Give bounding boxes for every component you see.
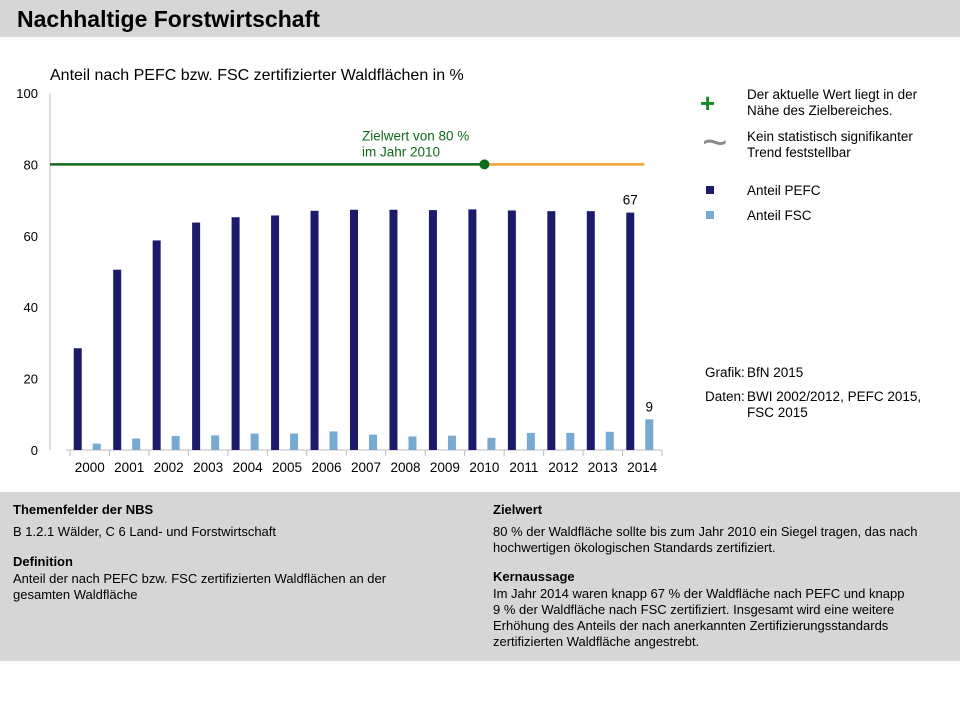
x-tick-label-2013: 2013 [588,460,618,475]
y-tick-label-5: 100 [16,86,38,101]
bars [73,209,654,450]
x-tick-label-2004: 2004 [233,460,264,475]
legend-pefc-label: Anteil PEFC [747,183,821,198]
x-tick-label-2003: 2003 [193,460,223,475]
y-tick-label-3: 60 [24,229,38,244]
bar-fsc-2006 [329,431,338,450]
bar-pefc-2001 [113,269,122,450]
bar-fsc-2002 [171,436,180,450]
data-label-pefc-2014: 67 [623,193,638,208]
bar-pefc-2009 [428,210,437,450]
kernaussage-text-2: 9 % der Waldfläche nach FSC zertifiziert… [493,602,895,617]
tilde-icon: ~ [702,118,728,167]
source-grafik-value: BfN 2015 [747,365,804,380]
legend-plus-text-2: Nähe des Zielbereiches. [747,103,893,118]
source-daten-value-1: BWI 2002/2012, PEFC 2015, [747,389,922,404]
bar-fsc-2008 [408,436,417,450]
bar-fsc-2000 [92,443,101,450]
legend-pefc-swatch [706,186,714,194]
source-daten-label: Daten: [705,389,745,404]
x-tick-label-2014: 2014 [627,460,658,475]
bar-pefc-2007 [350,209,358,450]
x-tick-label-2002: 2002 [154,460,184,475]
legend-fsc-label: Anteil FSC [747,208,812,223]
zielwert-text-2: hochwertigen ökologischen Standards zert… [493,540,776,555]
bar-fsc-2005 [290,433,299,450]
bar-fsc-2010 [487,437,496,450]
themen-heading: Themenfelder der NBS [13,502,154,517]
bar-pefc-2011 [507,210,516,450]
bar-fsc-2012 [566,432,575,450]
kernaussage-text-4: zertifizierten Waldfläche angestrebt. [493,634,700,649]
bar-pefc-2008 [389,209,398,450]
zielwert-heading: Zielwert [493,502,543,517]
definition-heading: Definition [13,554,73,569]
page-title: Nachhaltige Forstwirtschaft [17,6,320,32]
y-tick-label-2: 40 [24,300,38,315]
source-grafik-label: Grafik: [705,365,745,380]
x-tick-label-2009: 2009 [430,460,460,475]
y-tick-label-4: 80 [24,157,38,172]
bar-pefc-2014 [626,212,635,450]
bar-fsc-2007 [369,434,377,450]
x-axis: 2000 2001 2002 2003 2004 2005 2006 2007 2008 2009… [66,449,663,475]
bar-pefc-2002 [152,240,161,450]
bar-fsc-2011 [526,432,535,450]
y-tick-label-0: 0 [31,443,38,458]
bar-fsc-2003 [211,435,220,450]
x-tick-label-2001: 2001 [114,460,144,475]
source-daten-value-2: FSC 2015 [747,405,808,420]
definition-text-1: Anteil der nach PEFC bzw. FSC zertifizie… [13,571,387,586]
y-tick-label-1: 20 [24,372,38,387]
bar-fsc-2004 [250,433,259,450]
y-axis: 0 20 40 60 80 100 [16,86,51,458]
target-label-line1: Zielwert von 80 % [362,128,469,143]
bar-fsc-2014 [645,419,654,450]
bar-pefc-2013 [586,211,595,450]
themen-text: B 1.2.1 Wälder, C 6 Land- und Forstwirts… [13,524,277,539]
bar-fsc-2009 [447,435,456,450]
zielwert-text-1: 80 % der Waldfläche sollte bis zum Jahr … [493,524,918,539]
x-tick-label-2005: 2005 [272,460,302,475]
target-line: Zielwert von 80 %im Jahr 2010 [50,128,645,170]
x-tick-label-2006: 2006 [312,460,342,475]
bar-pefc-2010 [468,209,477,450]
x-tick-label-2011: 2011 [509,460,538,475]
header-bar: Nachhaltige Forstwirtschaft [0,0,960,37]
target-marker [479,159,490,170]
chart-title: Anteil nach PEFC bzw. FSC zertifizierter… [50,67,464,84]
kernaussage-text-1: Im Jahr 2014 waren knapp 67 % der Waldfl… [493,586,905,601]
plus-icon: + [700,88,716,118]
bar-pefc-2006 [310,210,319,450]
bar-chart: Anteil nach PEFC bzw. FSC zertifizierter… [16,67,663,475]
x-tick-label-2010: 2010 [469,460,499,475]
x-tick-label-2012: 2012 [548,460,578,475]
legend-tilde-text-1: Kein statistisch signifikanter [747,129,913,144]
legend-plus-text-1: Der aktuelle Wert liegt in der [747,87,918,102]
bar-fsc-2001 [132,438,141,450]
x-tick-label-2007: 2007 [351,460,381,475]
bar-pefc-2003 [192,222,201,450]
info-panel: Themenfelder der NBS B 1.2.1 Wälder, C 6… [0,492,960,661]
x-tick-label-2000: 2000 [75,460,105,475]
data-label-fsc-2014: 9 [646,399,654,414]
legend-fsc-swatch [706,211,714,219]
bar-pefc-2004 [231,217,240,450]
data-labels: 67 9 [623,193,653,415]
bar-pefc-2012 [547,211,556,450]
bar-pefc-2005 [271,215,280,450]
kernaussage-text-3: Erhöhung des Anteils der nach anerkannte… [493,618,889,633]
bar-pefc-2000 [73,348,82,450]
x-tick-label-2008: 2008 [390,460,420,475]
legend-tilde-text-2: Trend feststellbar [747,145,851,160]
kernaussage-heading: Kernaussage [493,569,575,584]
definition-text-2: gesamten Waldfläche [13,587,138,602]
bar-fsc-2013 [605,431,614,450]
target-label-line2: im Jahr 2010 [362,144,440,159]
